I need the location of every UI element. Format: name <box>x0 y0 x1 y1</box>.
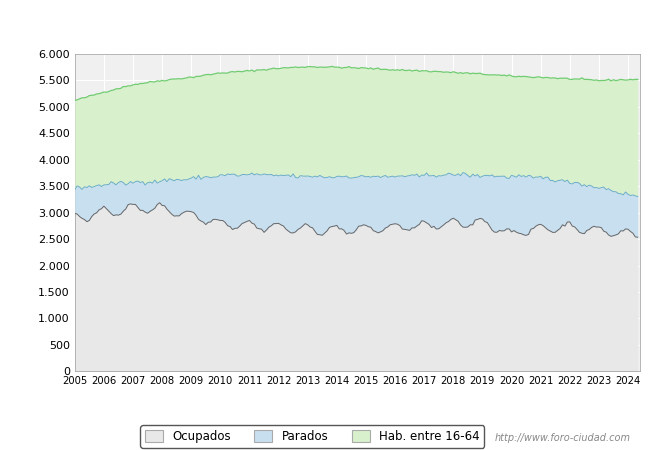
Text: http://www.foro-ciudad.com: http://www.foro-ciudad.com <box>495 433 630 443</box>
Text: Campillos - Evolucion de la poblacion en edad de Trabajar Mayo de 2024: Campillos - Evolucion de la poblacion en… <box>83 17 567 30</box>
Legend: Ocupados, Parados, Hab. entre 16-64: Ocupados, Parados, Hab. entre 16-64 <box>140 425 484 448</box>
